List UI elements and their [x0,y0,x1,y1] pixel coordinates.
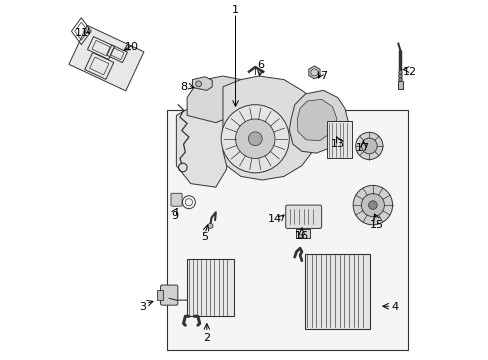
Text: 11: 11 [74,28,88,38]
Circle shape [368,201,376,210]
FancyBboxPatch shape [171,193,182,206]
Text: 4: 4 [391,302,398,312]
Circle shape [352,185,392,225]
Circle shape [235,119,274,158]
Polygon shape [289,90,348,153]
Bar [398,81,402,89]
Text: 1: 1 [232,5,239,15]
Text: 3: 3 [139,302,145,312]
Text: 6: 6 [257,60,264,70]
Bar [305,253,369,329]
Polygon shape [192,77,212,90]
Circle shape [398,74,402,78]
Polygon shape [223,76,323,180]
Bar [326,121,351,158]
Text: 14: 14 [267,215,282,224]
Circle shape [398,71,402,74]
Text: 16: 16 [294,231,308,240]
Text: 10: 10 [124,42,138,52]
Text: 8: 8 [180,82,187,92]
Circle shape [361,194,384,217]
Text: 5: 5 [201,232,208,242]
Circle shape [355,132,382,159]
FancyBboxPatch shape [160,285,178,305]
Bar [298,234,302,237]
Bar [167,110,407,350]
Text: 12: 12 [402,67,416,77]
Polygon shape [187,76,247,123]
Text: 2: 2 [203,333,210,343]
Polygon shape [297,99,336,140]
Circle shape [195,81,201,87]
Circle shape [398,78,402,81]
Polygon shape [176,101,230,187]
Circle shape [361,138,376,154]
Text: 7: 7 [319,71,326,81]
Polygon shape [308,66,319,79]
Polygon shape [69,25,143,91]
Circle shape [221,105,289,173]
Circle shape [248,132,262,146]
Bar [296,229,309,238]
Text: 13: 13 [330,139,344,149]
Text: 17: 17 [355,143,369,153]
Bar [187,259,233,316]
Bar [156,290,163,300]
FancyBboxPatch shape [285,205,321,228]
Text: 15: 15 [369,220,384,230]
Text: 9: 9 [171,211,178,221]
Circle shape [207,224,212,228]
